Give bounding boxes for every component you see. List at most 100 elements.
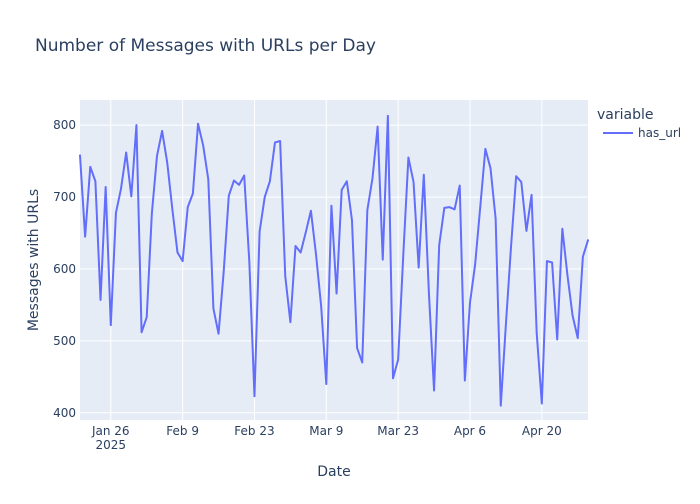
legend-item-has_url[interactable]: has_url	[603, 126, 681, 140]
data-point	[505, 324, 507, 326]
data-point	[490, 168, 492, 170]
legend-label: has_url	[638, 126, 681, 140]
data-point	[141, 331, 143, 333]
data-point	[520, 181, 522, 183]
data-point	[202, 145, 204, 147]
data-point	[418, 267, 420, 269]
data-point	[397, 359, 399, 361]
data-point	[567, 275, 569, 277]
data-point	[305, 232, 307, 234]
data-point	[105, 186, 107, 188]
data-point	[166, 162, 168, 164]
y-tick-label: 600	[53, 262, 76, 276]
data-point	[351, 219, 353, 221]
data-point	[423, 174, 425, 176]
data-point	[485, 148, 487, 150]
data-point	[269, 180, 271, 182]
data-point	[131, 196, 133, 198]
y-tick-label: 400	[53, 406, 76, 420]
data-point	[151, 213, 153, 215]
y-tick-label: 500	[53, 334, 76, 348]
data-point	[551, 262, 553, 264]
data-point	[577, 337, 579, 339]
data-point	[536, 332, 538, 334]
x-tick-label: Apr 6	[454, 424, 486, 438]
data-point	[546, 260, 548, 262]
data-point	[361, 362, 363, 364]
y-axis-ticks: 400500600700800	[53, 118, 76, 420]
data-point	[372, 178, 374, 180]
y-axis-title: Messages with URLs	[26, 189, 42, 331]
data-point	[300, 252, 302, 254]
data-point	[346, 180, 348, 182]
data-point	[444, 207, 446, 209]
data-point	[515, 175, 517, 177]
data-point	[402, 255, 404, 257]
data-point	[464, 380, 466, 382]
data-point	[295, 245, 297, 247]
data-point	[541, 403, 543, 405]
data-point	[331, 205, 333, 207]
data-point	[310, 210, 312, 212]
data-point	[177, 252, 179, 254]
data-point	[474, 264, 476, 266]
data-point	[254, 395, 256, 397]
data-point	[156, 155, 158, 157]
data-point	[84, 236, 86, 238]
data-point	[479, 206, 481, 208]
data-point	[495, 218, 497, 220]
data-point	[582, 256, 584, 258]
data-point	[89, 166, 91, 168]
data-point	[290, 321, 292, 323]
x-tick-label: Feb 23	[234, 424, 274, 438]
data-point	[531, 194, 533, 196]
data-point	[387, 115, 389, 117]
data-point	[556, 339, 558, 341]
data-point	[110, 324, 112, 326]
x-tick-label: Feb 9	[166, 424, 199, 438]
x-tick-label: Mar 23	[377, 424, 419, 438]
data-point	[572, 315, 574, 317]
data-point	[449, 206, 451, 208]
data-point	[213, 308, 215, 310]
data-point	[243, 175, 245, 177]
data-point	[120, 188, 122, 190]
data-point	[279, 140, 281, 142]
x-tick-year-label: 2025	[96, 438, 127, 452]
data-point	[500, 405, 502, 407]
data-point	[526, 230, 528, 232]
legend-title: variable	[597, 107, 653, 123]
data-point	[341, 189, 343, 191]
data-point	[356, 347, 358, 349]
data-point	[146, 316, 148, 318]
data-point	[274, 142, 276, 144]
data-point	[510, 246, 512, 248]
data-point	[438, 244, 440, 246]
data-point	[367, 209, 369, 211]
y-tick-label: 800	[53, 118, 76, 132]
data-point	[249, 261, 251, 263]
data-point	[125, 152, 127, 154]
data-point	[264, 196, 266, 198]
data-point	[79, 155, 81, 157]
data-point	[320, 306, 322, 308]
data-point	[192, 193, 194, 195]
data-point	[408, 157, 410, 159]
data-point	[100, 299, 102, 301]
data-point	[562, 228, 564, 230]
data-point	[233, 180, 235, 182]
x-axis-title: Date	[317, 464, 350, 480]
data-point	[259, 231, 261, 233]
legend[interactable]: variable has_url	[597, 107, 681, 140]
data-point	[469, 302, 471, 304]
chart-title: Number of Messages with URLs per Day	[35, 36, 376, 56]
data-point	[218, 333, 220, 335]
data-point	[182, 260, 184, 262]
data-point	[228, 195, 230, 197]
data-point	[377, 126, 379, 128]
data-point	[326, 383, 328, 385]
data-point	[587, 239, 589, 241]
data-point	[454, 209, 456, 211]
